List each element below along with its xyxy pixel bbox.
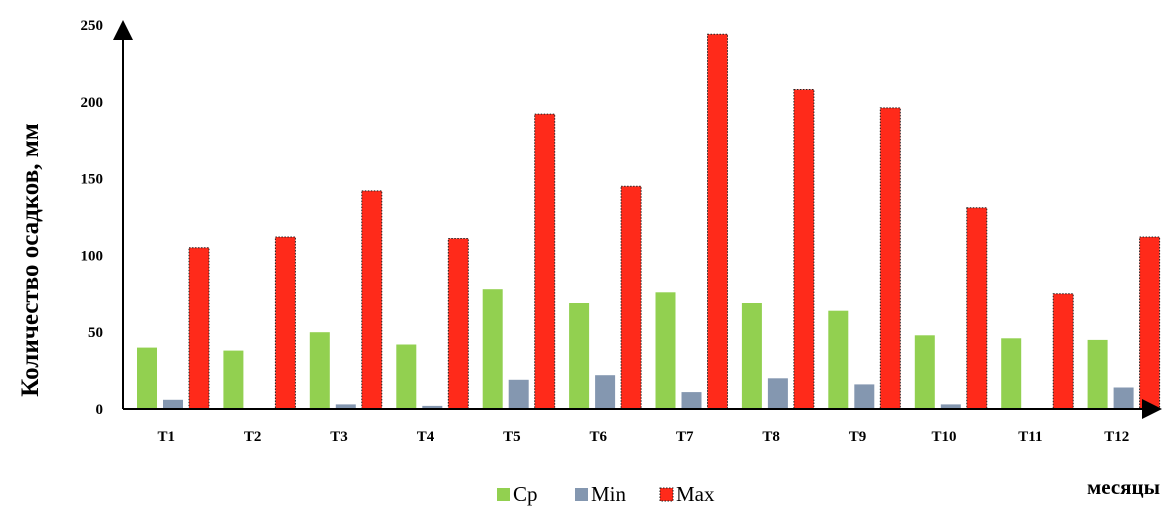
bar-min-5 [508,379,529,409]
x-tick-label: Т10 [931,429,956,445]
bar-min-8 [767,378,788,409]
y-tick-label: 100 [81,248,104,264]
bar-min-12 [1113,387,1134,409]
legend-label-min: Min [591,482,627,506]
legend-swatch-max [659,487,674,502]
y-tick-labels: 0 50 100 150 200 250 [81,18,104,418]
bar-max-12 [1139,236,1161,410]
y-tick-label: 50 [88,325,103,341]
bar-min-10 [940,404,961,409]
bar-max-10 [966,207,988,410]
x-tick-label: Т2 [244,429,262,445]
bar-min-6 [595,375,616,409]
bar-min-4 [422,405,443,409]
bar-min-7 [681,392,702,409]
bar-ср-6 [569,303,590,409]
bar-max-4 [447,238,469,410]
bar-ср-4 [396,344,417,409]
bar-max-3 [361,190,383,410]
bar-max-11 [1052,293,1074,410]
x-tick-label: Т8 [762,429,780,445]
bar-max-9 [879,107,901,410]
bar-max-6 [620,185,642,410]
bar-max-7 [707,33,728,410]
bar-ср-11 [1001,338,1022,409]
legend-label-max: Max [676,482,715,506]
y-tick-label: 150 [81,172,104,188]
x-tick-label: Т6 [590,429,608,445]
x-tick-label: Т1 [157,429,175,445]
bar-min-9 [854,384,875,409]
x-tick-label: Т12 [1104,429,1129,445]
x-axis-label: месяцы [1087,475,1160,499]
bar-ср-1 [137,347,157,409]
bar-min-1 [163,399,183,409]
x-tick-label: Т11 [1018,429,1042,445]
x-tick-label: Т9 [849,429,867,445]
x-tick-labels: Т1 Т2 Т3 Т4 Т5 Т6 Т7 Т8 Т9 Т10 Т11 Т12 [157,429,1129,445]
y-tick-label: 0 [96,402,104,418]
legend: Ср Min Max [497,482,715,506]
x-tick-label: Т4 [417,429,435,445]
legend-swatch-ср [497,488,510,501]
bar-ср-5 [482,289,503,409]
bar-max-2 [274,236,296,410]
bar-ср-2 [223,350,244,409]
legend-label-ср: Ср [513,482,538,506]
bar-max-5 [534,113,556,410]
x-tick-label: Т5 [503,429,521,445]
x-tick-label: Т3 [330,429,348,445]
bar-ср-3 [309,332,330,409]
y-tick-label: 200 [81,95,104,111]
bars-group [137,33,1161,410]
x-tick-label: Т7 [676,429,694,445]
bar-ср-9 [828,310,849,409]
bar-max-1 [188,247,210,410]
bar-ср-10 [914,335,935,409]
legend-swatch-min [575,488,588,501]
bar-max-8 [793,89,815,410]
bar-ср-12 [1087,339,1108,409]
bar-ср-8 [741,303,762,409]
y-tick-label: 250 [81,18,104,34]
bar-ср-7 [655,292,676,409]
bar-min-3 [335,404,356,409]
y-axis-label: Количество осадков, мм [17,123,44,397]
